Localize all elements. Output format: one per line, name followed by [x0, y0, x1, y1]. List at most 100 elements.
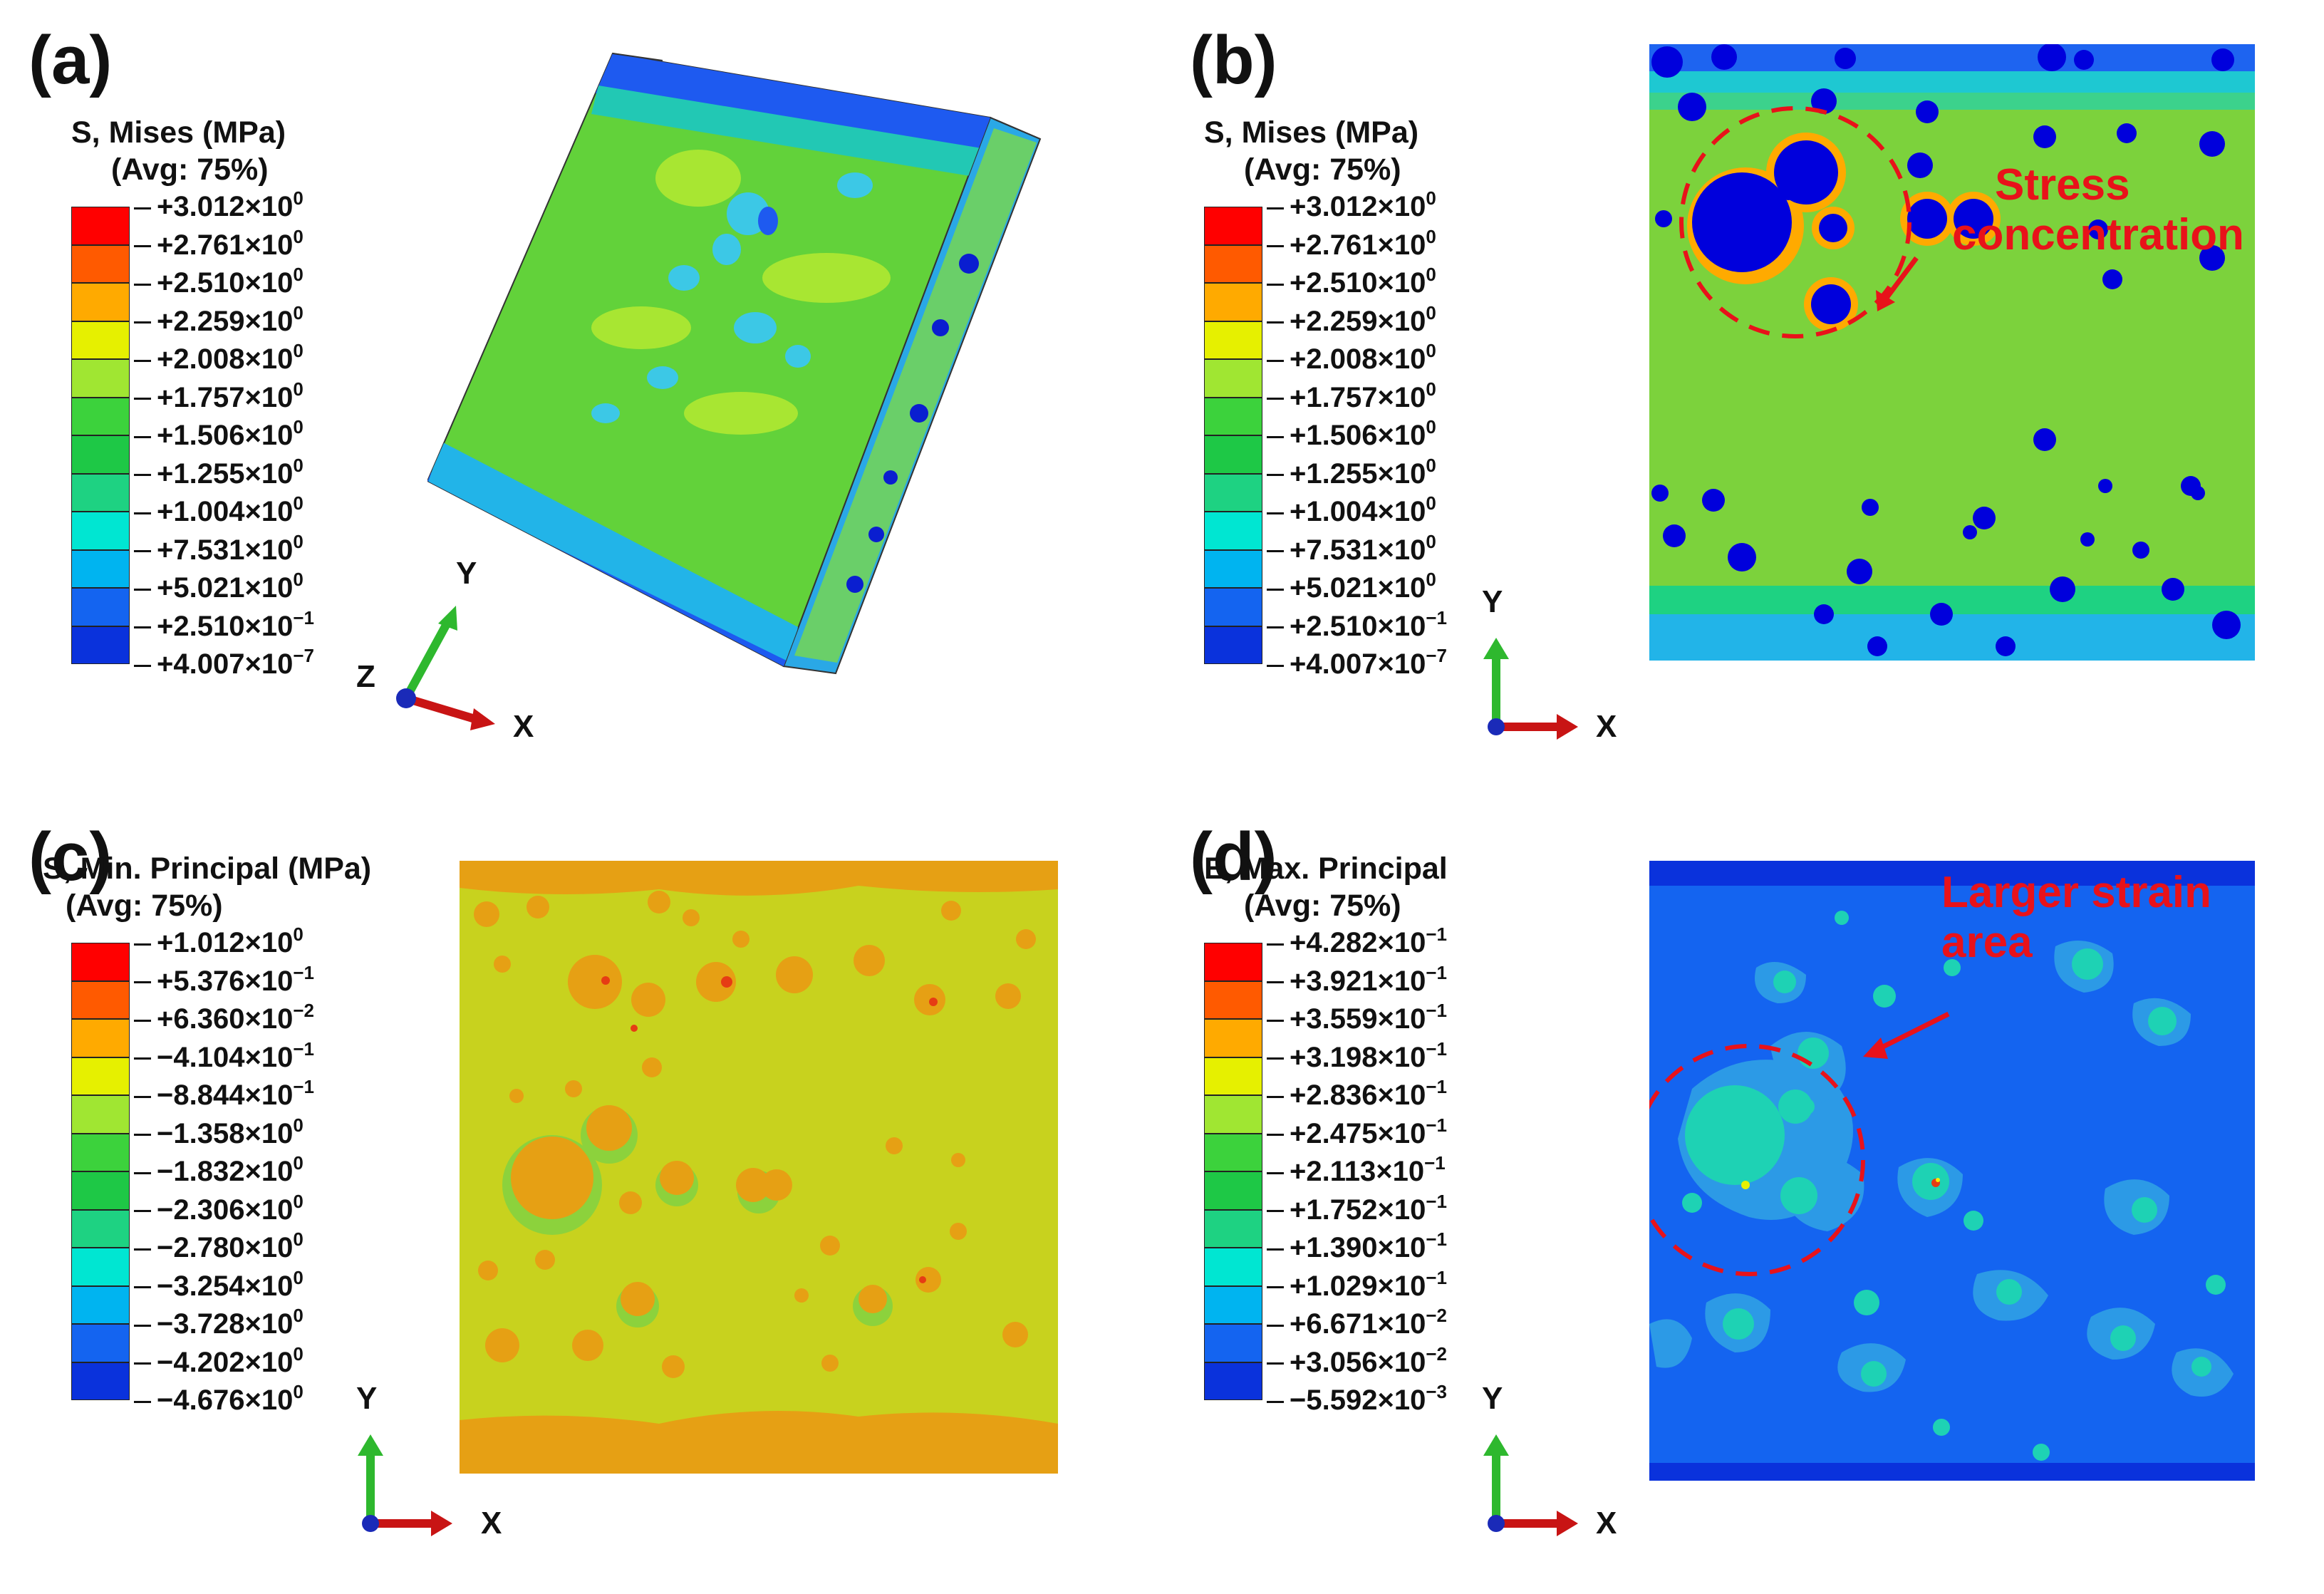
- legend-value: +2.259×100: [134, 304, 304, 336]
- legend-value: +2.475×10−1: [1267, 1116, 1447, 1148]
- legend-value: +1.506×100: [134, 418, 304, 450]
- legend-value: +3.012×100: [134, 189, 304, 221]
- legend-value: −8.844×10−1: [134, 1077, 314, 1109]
- legend-value: +7.531×100: [1267, 532, 1436, 564]
- legend-value: +1.752×10−1: [1267, 1192, 1447, 1224]
- legend-value: −3.728×100: [134, 1306, 304, 1338]
- legend-value: +2.510×10−1: [1267, 609, 1447, 641]
- legend-value: +4.282×10−1: [1267, 925, 1447, 957]
- legend-title: E, Max. Principal: [1204, 852, 1448, 886]
- legend-swatch: [71, 1285, 130, 1324]
- panel-label: (b): [1190, 22, 1277, 98]
- contour-plot-2d: [460, 861, 1058, 1474]
- legend-value: +4.007×10−7: [1267, 646, 1447, 678]
- legend-swatch: [1204, 1171, 1262, 1210]
- legend-swatch: [1204, 1133, 1262, 1171]
- legend-swatch: [71, 1133, 130, 1171]
- legend-value: +2.836×10−1: [1267, 1077, 1447, 1109]
- legend-swatch: [1204, 244, 1262, 283]
- legend-swatch: [71, 283, 130, 321]
- legend-swatch: [71, 980, 130, 1019]
- legend-value: +4.007×10−7: [134, 646, 314, 678]
- legend-value: +5.021×100: [134, 570, 304, 602]
- legend-swatch: [1204, 435, 1262, 474]
- color-legend: E, Max. Principal (Avg: 75%) +4.282×10−1…: [1204, 850, 1448, 1414]
- legend-value: +3.056×10−2: [1267, 1345, 1447, 1377]
- legend-value: +3.559×10−1: [1267, 1001, 1447, 1033]
- legend-swatch: [71, 588, 130, 626]
- axis-x-label: X: [1596, 709, 1617, 744]
- legend-swatch: [1204, 1362, 1262, 1400]
- panel-b: (b) S, Mises (MPa) (Avg: 75%) +3.012×100…: [1161, 0, 2323, 797]
- legend-swatch: [1204, 1285, 1262, 1324]
- panel-label: (c): [28, 819, 113, 895]
- legend-value: +2.510×100: [1267, 265, 1436, 297]
- legend-swatch: [1204, 1057, 1262, 1095]
- contour-plot-2d: [1649, 44, 2255, 661]
- axis-x-label: X: [481, 1506, 502, 1541]
- legend-swatch: [1204, 1095, 1262, 1134]
- legend-scale: +3.012×100 +2.761×100 +2.510×100 +2.259×100…: [1204, 189, 1447, 678]
- panel-label: (a): [28, 22, 113, 98]
- annotation-line-2: concentration: [1952, 210, 2244, 259]
- legend-value: +6.671×10−2: [1267, 1306, 1447, 1338]
- axis-y-label: Y: [456, 556, 477, 591]
- axis-y-label: Y: [1482, 584, 1503, 619]
- legend-swatch: [1204, 1019, 1262, 1057]
- contour-plot-2d: [1649, 861, 2255, 1481]
- color-legend: S, Mises (MPa) (Avg: 75%) +3.012×100 +2.7…: [71, 114, 314, 678]
- legend-swatch: [1204, 943, 1262, 981]
- legend-value: +1.757×100: [134, 380, 304, 412]
- axis-z-label: Z: [356, 659, 375, 694]
- legend-swatch: [71, 397, 130, 435]
- legend-value: +1.390×10−1: [1267, 1230, 1447, 1262]
- axis-x-label: X: [513, 709, 534, 744]
- legend-value: −4.202×100: [134, 1345, 304, 1377]
- legend-value: −4.676×100: [134, 1382, 304, 1414]
- legend-value: −5.592×10−3: [1267, 1382, 1447, 1414]
- legend-value: −4.104×10−1: [134, 1040, 314, 1072]
- legend-swatch: [71, 1019, 130, 1057]
- legend-value: +1.004×100: [1267, 494, 1436, 526]
- legend-swatch: [1204, 359, 1262, 398]
- legend-swatch: [71, 549, 130, 588]
- legend-subtitle: (Avg: 75%): [66, 889, 223, 923]
- annotation-line-1: Larger strain: [1941, 868, 2212, 917]
- annotation-line-2: area: [1941, 918, 2033, 967]
- legend-value: +1.004×100: [134, 494, 304, 526]
- legend-value: +1.029×10−1: [1267, 1268, 1447, 1300]
- legend-value: +2.510×100: [134, 265, 304, 297]
- legend-swatch: [71, 626, 130, 664]
- legend-swatch: [71, 512, 130, 550]
- legend-swatch: [1204, 1209, 1262, 1248]
- legend-swatch: [71, 943, 130, 981]
- legend-value: +1.255×100: [134, 456, 304, 488]
- legend-value: +2.510×10−1: [134, 609, 314, 641]
- legend-swatch: [71, 435, 130, 474]
- legend-value: +2.113×10−1: [1267, 1154, 1446, 1186]
- panel-c: (c) S, Min. Principal (MPa) (Avg: 75%) +…: [0, 797, 1161, 1593]
- legend-value: +7.531×100: [134, 532, 304, 564]
- legend-value: −1.832×100: [134, 1154, 304, 1186]
- panel-a: (a) S, Mises (MPa) (Avg: 75%) +3.012×100…: [0, 0, 1161, 797]
- axis-x-label: X: [1596, 1506, 1617, 1541]
- annotation-stress-concentration: Stress concentration: [1952, 160, 2308, 260]
- legend-value: +2.008×100: [134, 341, 304, 373]
- legend-swatch: [71, 1362, 130, 1400]
- axis-triad: Y X Z: [356, 556, 556, 755]
- legend-value: +2.761×100: [1267, 227, 1436, 259]
- legend-swatch: [71, 321, 130, 359]
- legend-swatch: [71, 1209, 130, 1248]
- legend-value: +5.376×10−1: [134, 963, 314, 995]
- legend-title: S, Mises (MPa): [71, 115, 286, 150]
- legend-title: S, Min. Principal (MPa): [43, 852, 372, 886]
- annotation-line-1: Stress: [1995, 160, 2130, 209]
- legend-swatch: [71, 1171, 130, 1210]
- legend-swatch: [71, 244, 130, 283]
- legend-value: +3.012×100: [1267, 189, 1436, 221]
- legend-value: −2.306×100: [134, 1192, 304, 1224]
- legend-swatch: [1204, 512, 1262, 550]
- legend-swatch: [71, 473, 130, 512]
- axis-triad: Y X: [1461, 570, 1632, 755]
- panel-label: (d): [1190, 819, 1277, 895]
